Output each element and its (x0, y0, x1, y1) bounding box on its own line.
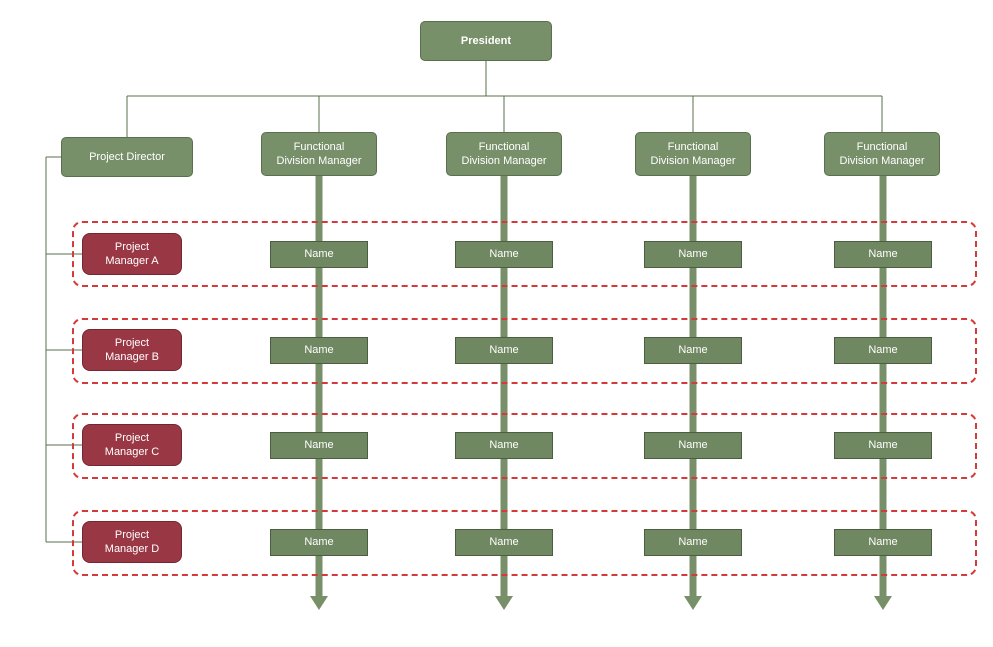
name-cell: Name (455, 241, 553, 268)
name-cell: Name (270, 432, 368, 459)
project-manager-box: Project Manager A (82, 233, 182, 275)
name-cell: Name (834, 337, 932, 364)
name-cell: Name (455, 529, 553, 556)
functional-manager-box: Functional Division Manager (446, 132, 562, 176)
project-manager-box: Project Manager D (82, 521, 182, 563)
functional-manager-box: Functional Division Manager (824, 132, 940, 176)
project-manager-box: Project Manager B (82, 329, 182, 371)
project-director-box: Project Director (61, 137, 193, 177)
name-cell: Name (834, 529, 932, 556)
functional-manager-box: Functional Division Manager (261, 132, 377, 176)
name-cell: Name (834, 241, 932, 268)
name-cell: Name (455, 432, 553, 459)
name-cell: Name (834, 432, 932, 459)
president-box: President (420, 21, 552, 61)
name-cell: Name (270, 241, 368, 268)
functional-manager-box: Functional Division Manager (635, 132, 751, 176)
name-cell: Name (644, 241, 742, 268)
name-cell: Name (270, 337, 368, 364)
name-cell: Name (644, 529, 742, 556)
name-cell: Name (644, 337, 742, 364)
name-cell: Name (455, 337, 553, 364)
name-cell: Name (644, 432, 742, 459)
name-cell: Name (270, 529, 368, 556)
project-manager-box: Project Manager C (82, 424, 182, 466)
